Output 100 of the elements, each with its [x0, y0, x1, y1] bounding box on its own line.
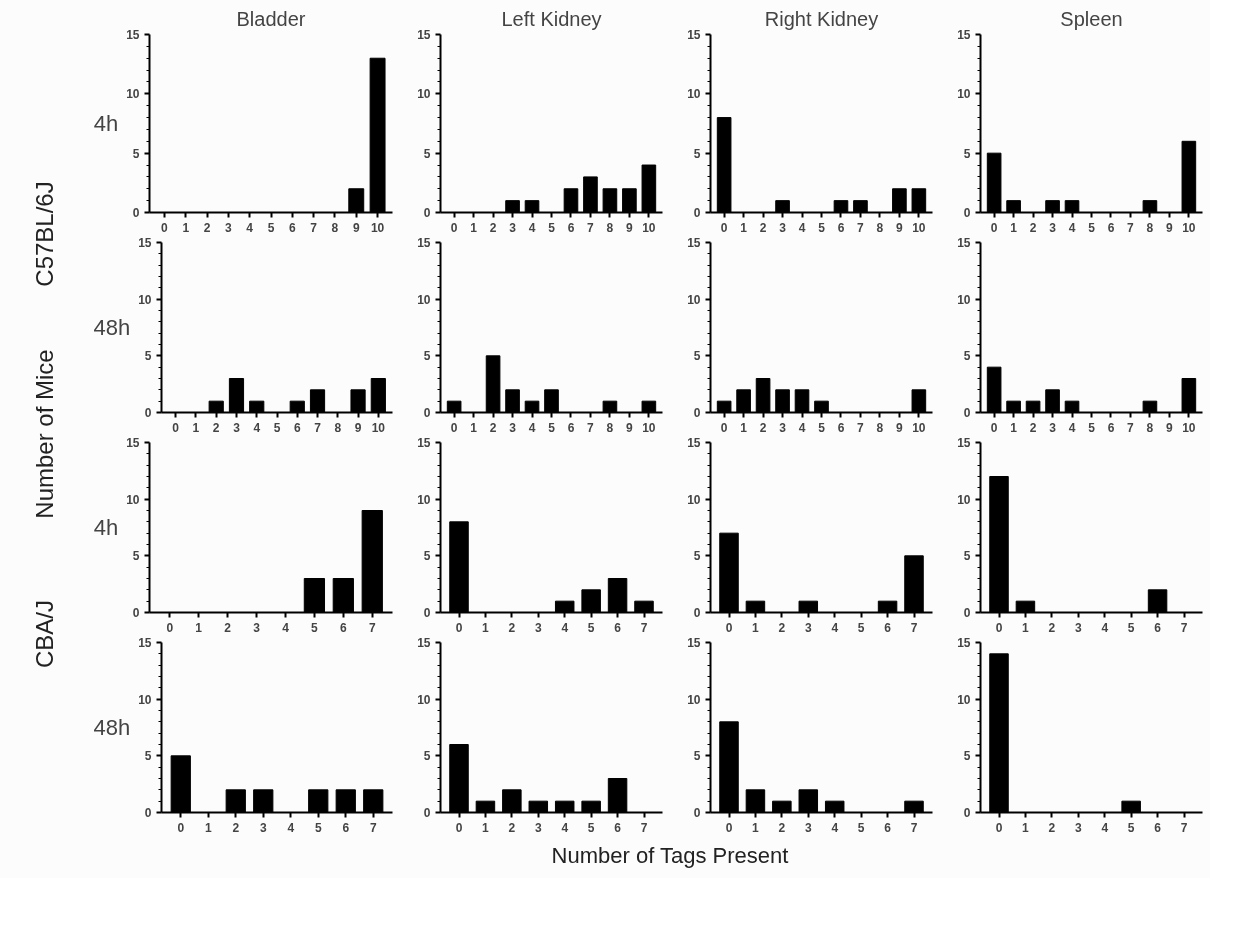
x-tick-label: 7	[369, 820, 377, 835]
x-tick-label: 9	[354, 420, 362, 435]
x-tick-label: 6	[1154, 620, 1162, 635]
y-tick-label: 15	[957, 28, 971, 42]
x-tick-label: 4	[798, 220, 806, 235]
x-tick-label: 6	[567, 420, 575, 435]
x-tick-label: 1	[1010, 220, 1018, 235]
x-tick-label: 6	[567, 220, 575, 235]
x-tick-label: 1	[182, 220, 190, 235]
y-tick-label: 5	[963, 749, 971, 764]
x-tick-label: 9	[1166, 220, 1174, 235]
y-tick-label: 10	[138, 692, 152, 707]
x-tick-label: 5	[587, 620, 595, 635]
x-tick-label: 7	[640, 820, 648, 835]
x-tick-label: 0	[990, 220, 998, 235]
x-tick-label: 0	[450, 220, 458, 235]
x-tick-label: 5	[818, 220, 826, 235]
x-tick-label: 3	[1049, 420, 1057, 435]
x-tick-label: 5	[267, 220, 275, 235]
y-tick-label: 5	[423, 349, 431, 364]
x-tick-label: 5	[1127, 620, 1135, 635]
x-tick-label: 1	[192, 420, 200, 435]
x-tick-label: 4	[1101, 820, 1109, 835]
y-tick-label: 0	[963, 206, 971, 220]
y-tick-label: 10	[687, 87, 701, 102]
text: Number of Tags Present	[551, 843, 789, 869]
x-tick-label: 5	[1088, 220, 1096, 235]
x-tick-label: 1	[470, 420, 478, 435]
x-tick-label: 3	[1049, 220, 1057, 235]
y-tick-label: 10	[126, 492, 140, 507]
y-tick-label: 5	[144, 749, 152, 764]
x-tick-label: 1	[1022, 620, 1030, 635]
y-tick-label: 15	[417, 28, 431, 42]
y-tick-label: 15	[687, 636, 701, 650]
y-axis-title: 4h	[93, 515, 119, 540]
x-tick-label: 5	[857, 620, 865, 635]
x-tick-label: 2	[489, 420, 497, 435]
y-tick-label: 0	[693, 806, 701, 820]
y-tick-label: 5	[132, 146, 140, 161]
y-tick-label: 5	[132, 549, 140, 564]
x-tick-label: 1	[482, 820, 490, 835]
y-axis-title: 48h	[93, 315, 131, 340]
x-tick-label: 1	[195, 620, 203, 635]
x-tick-label: 8	[606, 420, 614, 435]
y-tick-label: 0	[423, 206, 431, 220]
x-tick-label: 5	[314, 820, 322, 835]
y-tick-label: 15	[957, 436, 971, 450]
x-tick-label: 7	[368, 620, 376, 635]
x-tick-label: 2	[508, 620, 516, 635]
x-tick-label: 2	[1029, 220, 1037, 235]
x-tick-label: 0	[725, 620, 733, 635]
y-tick-label: 5	[963, 349, 971, 364]
x-tick-label: 7	[310, 220, 318, 235]
y-tick-label: 10	[687, 492, 701, 507]
y-tick-label: 5	[144, 349, 152, 364]
x-tick-label: 2	[232, 820, 240, 835]
x-tick-label: 0	[166, 620, 174, 635]
y-axis-title: 48h	[93, 715, 131, 740]
y-tick-label: 15	[126, 28, 140, 42]
chart-title: Right Kidney	[764, 7, 879, 30]
y-tick-label: 0	[963, 406, 971, 420]
x-tick-label: 2	[1029, 420, 1037, 435]
y-tick-label: 0	[693, 206, 701, 220]
x-tick-label: 8	[1146, 220, 1154, 235]
x-tick-label: 2	[212, 420, 220, 435]
x-tick-label: 8	[331, 220, 339, 235]
x-tick-label: 0	[995, 620, 1003, 635]
y-tick-label: 0	[963, 806, 971, 820]
x-tick-label: 3	[509, 220, 517, 235]
x-tick-label: 9	[1166, 420, 1174, 435]
y-axis-title: 4h	[93, 111, 119, 136]
y-tick-label: 0	[693, 406, 701, 420]
x-tick-label: 2	[778, 620, 786, 635]
x-tick-label: 5	[587, 820, 595, 835]
x-tick-label: 2	[759, 220, 767, 235]
y-tick-label: 0	[144, 806, 152, 820]
y-tick-label: 10	[687, 692, 701, 707]
x-tick-label: 6	[884, 620, 892, 635]
chart-title: Spleen	[1060, 7, 1123, 30]
x-tick-label: 5	[857, 820, 865, 835]
y-tick-label: 10	[957, 492, 971, 507]
x-tick-label: 4	[253, 420, 261, 435]
x-tick-label: 1	[752, 620, 760, 635]
x-tick-label: 3	[509, 420, 517, 435]
y-tick-label: 5	[423, 146, 431, 161]
x-tick-label: 4	[561, 620, 569, 635]
x-tick-label: 6	[1154, 820, 1162, 835]
x-tick-label: 4	[831, 620, 839, 635]
x-tick-label: 8	[1146, 420, 1154, 435]
y-tick-label: 0	[132, 606, 140, 620]
x-tick-label: 10	[371, 420, 386, 435]
x-tick-label: 2	[759, 420, 767, 435]
x-tick-label: 5	[273, 420, 281, 435]
y-tick-label: 5	[963, 146, 971, 161]
x-tick-label: 2	[1048, 820, 1056, 835]
x-tick-label: 10	[912, 220, 926, 235]
y-tick-label: 15	[138, 236, 152, 250]
y-tick-label: 15	[417, 636, 431, 650]
x-tick-label: 9	[626, 220, 634, 235]
x-tick-label: 10	[1182, 420, 1196, 435]
